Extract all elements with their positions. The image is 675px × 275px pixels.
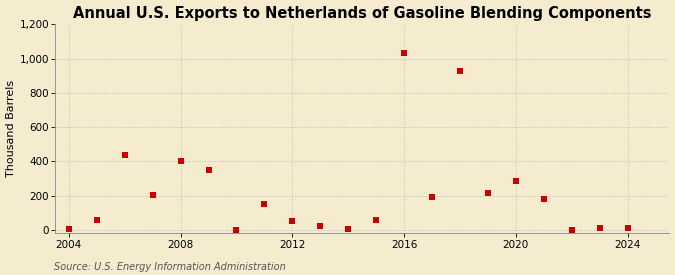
Point bbox=[371, 217, 381, 222]
Point bbox=[454, 68, 465, 73]
Point bbox=[594, 226, 605, 230]
Point bbox=[259, 202, 270, 206]
Point bbox=[147, 192, 158, 197]
Point bbox=[91, 218, 102, 223]
Point bbox=[119, 152, 130, 157]
Point bbox=[539, 197, 549, 201]
Title: Annual U.S. Exports to Netherlands of Gasoline Blending Components: Annual U.S. Exports to Netherlands of Ga… bbox=[73, 6, 651, 21]
Point bbox=[427, 195, 437, 200]
Point bbox=[176, 159, 186, 164]
Point bbox=[483, 191, 493, 195]
Point bbox=[315, 224, 325, 229]
Point bbox=[566, 228, 577, 232]
Point bbox=[510, 179, 521, 183]
Text: Source: U.S. Energy Information Administration: Source: U.S. Energy Information Administ… bbox=[54, 262, 286, 272]
Point bbox=[399, 51, 410, 55]
Point bbox=[203, 168, 214, 172]
Point bbox=[622, 226, 633, 230]
Point bbox=[63, 227, 74, 232]
Point bbox=[231, 228, 242, 232]
Point bbox=[287, 219, 298, 224]
Point bbox=[343, 227, 354, 231]
Y-axis label: Thousand Barrels: Thousand Barrels bbox=[5, 80, 16, 177]
